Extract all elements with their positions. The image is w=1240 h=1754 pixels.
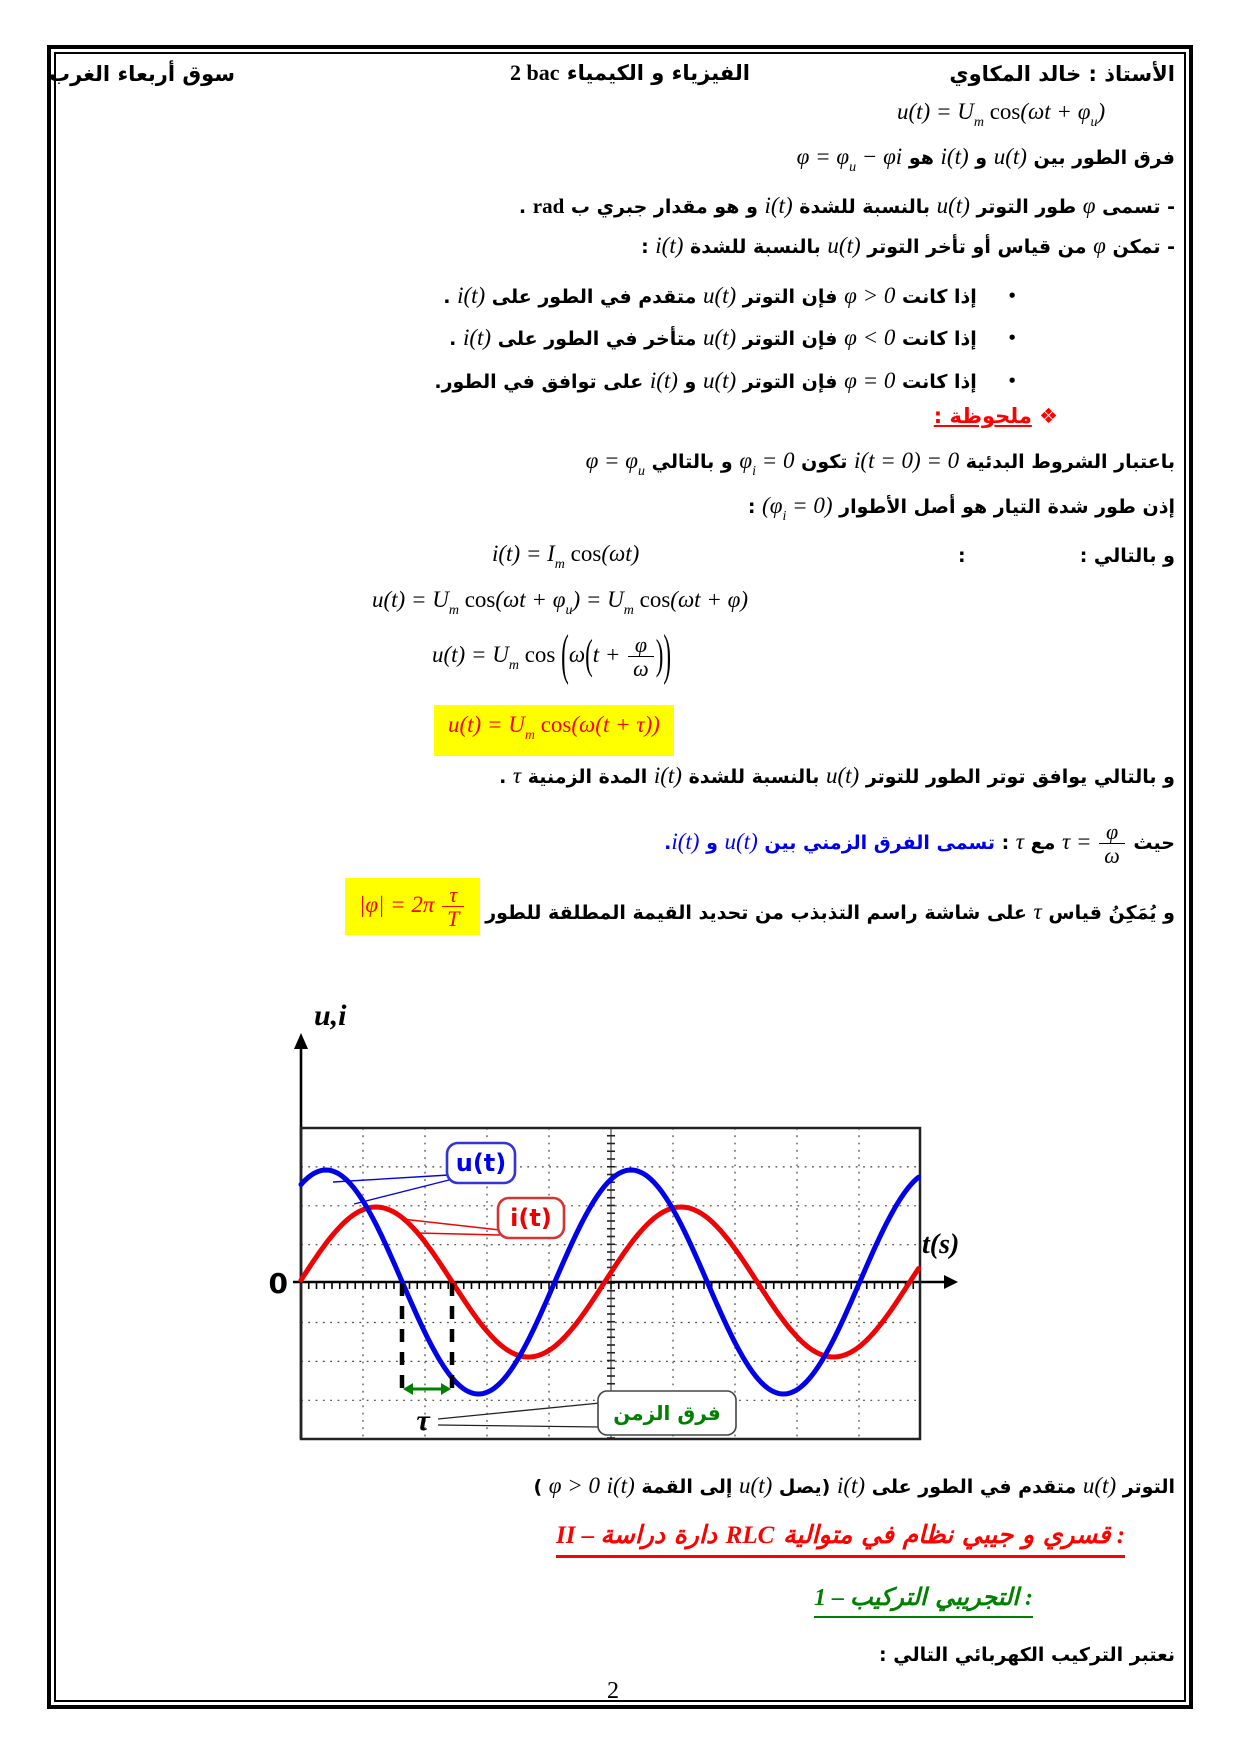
time-diff-callout-box [597,1390,737,1436]
u-curve-label: u(t) [456,1149,507,1177]
y-axis-label: u,i [314,999,347,1032]
initial-conditions-line: باعتبار الشروط البدئية i(t = 0) = 0 تكون… [585,448,1175,479]
consider-circuit-line: نعتبر التركيب الكهربائي التالي : [879,1644,1175,1666]
tau-arrowhead-right [441,1383,451,1395]
u-pointer-line2 [353,1179,450,1205]
equation-u-main: u(t) = Um cos(ωt + φu) [897,99,1106,130]
tau-arrowhead-left [403,1383,413,1395]
note-heading: ❖ ملحوظة : [934,401,1058,431]
plot-box [299,1126,922,1441]
header-level: 2 bac [510,60,560,85]
time-diff-label: فرق الزمن [613,1401,721,1425]
i-pointer-line [401,1218,501,1231]
section2-title: II – دراسة دارة RLC متوالية في نظام جيبي… [556,1520,1126,1558]
phase-name-line: - تسمى φ طور التوتر u(t) بالنسبة للشدة i… [518,193,1175,218]
header-school: سوق أربعاء الغرب [49,62,235,86]
diff-pointer-line [437,1402,601,1420]
phase-shift-graph: τ فرق الزمن u(t)i(t) u,i t(s) 0 [269,999,959,1441]
equation-u-factored: u(t) = Um cos (ω(t + φ ω)) [432,623,672,685]
i-curve-label: i(t) [510,1204,552,1232]
phase-match-line: و بالتالي يوافق توتر الطور للتوتر u(t) ب… [499,763,1175,788]
phase-origin-line: إذن طور شدة التيار هو أصل الأطوار (φi = … [747,493,1175,524]
page-number: 2 [607,1678,619,1704]
header-teacher: الأستاذ : خالد المكاوي [949,62,1175,86]
header-subject-text: الفيزياء و الكيمياء [566,61,750,85]
bullet-phi-positive: • إذا كانت φ > 0 فإن التوتر u(t) متقدم ف… [443,283,1017,308]
u-callout-box [445,1141,517,1185]
note-diamond-icon: ❖ [1039,404,1058,428]
header-subject: الفيزياء و الكيمياء 2 bac [470,60,790,86]
equation-i: i(t) = Im cos(ωt) [492,541,640,572]
page-border-outer [47,45,1193,1709]
note-title: ملحوظة : [933,404,1032,428]
u-pointer-line [332,1174,450,1183]
equation-u-expanded: u(t) = Um cos(ωt + φu) = Um cos(ωt + φ) [372,587,748,618]
page-border-inner [54,52,1186,1702]
equation-u-tau-highlight: u(t) = Um cos(ω(t + τ)) [434,705,674,756]
bullet-phi-zero: • إذا كانت φ = 0 فإن التوتر u(t) و i(t) … [434,368,1017,393]
bullet-phi-negative: • إذا كانت φ < 0 فإن التوتر u(t) متأخر ف… [449,325,1017,350]
thus-colon: : [958,545,966,567]
tau-label: τ [416,1404,431,1437]
thus-label: و بالتالي : [1079,545,1175,567]
below-graph-line: التوتر u(t) متقدم في الطور على i(t) (يصل… [533,1473,1175,1498]
x-axis-label: t(s) [922,1229,959,1260]
phase-measure-line: - تمكن φ من قياس أو تأخر التوتر u(t) بال… [641,233,1175,258]
oscilloscope-measure-line: و يُمَكِنُ قياس τ على شاشة راسم التذبذب … [452,899,1175,924]
diff-pointer-line2 [437,1424,601,1428]
subsection1-title: 1 – التركيب التجريبي : [814,1583,1033,1618]
t-axis-arrow [944,1275,958,1289]
phase-definition-line: فرق الطور بين u(t) و i(t) هو φ = φu − φi [796,144,1175,175]
origin-label: 0 [269,1267,288,1300]
y-axis-arrow [294,1033,308,1049]
i-callout-box [496,1196,566,1240]
i-pointer-line2 [416,1232,501,1236]
